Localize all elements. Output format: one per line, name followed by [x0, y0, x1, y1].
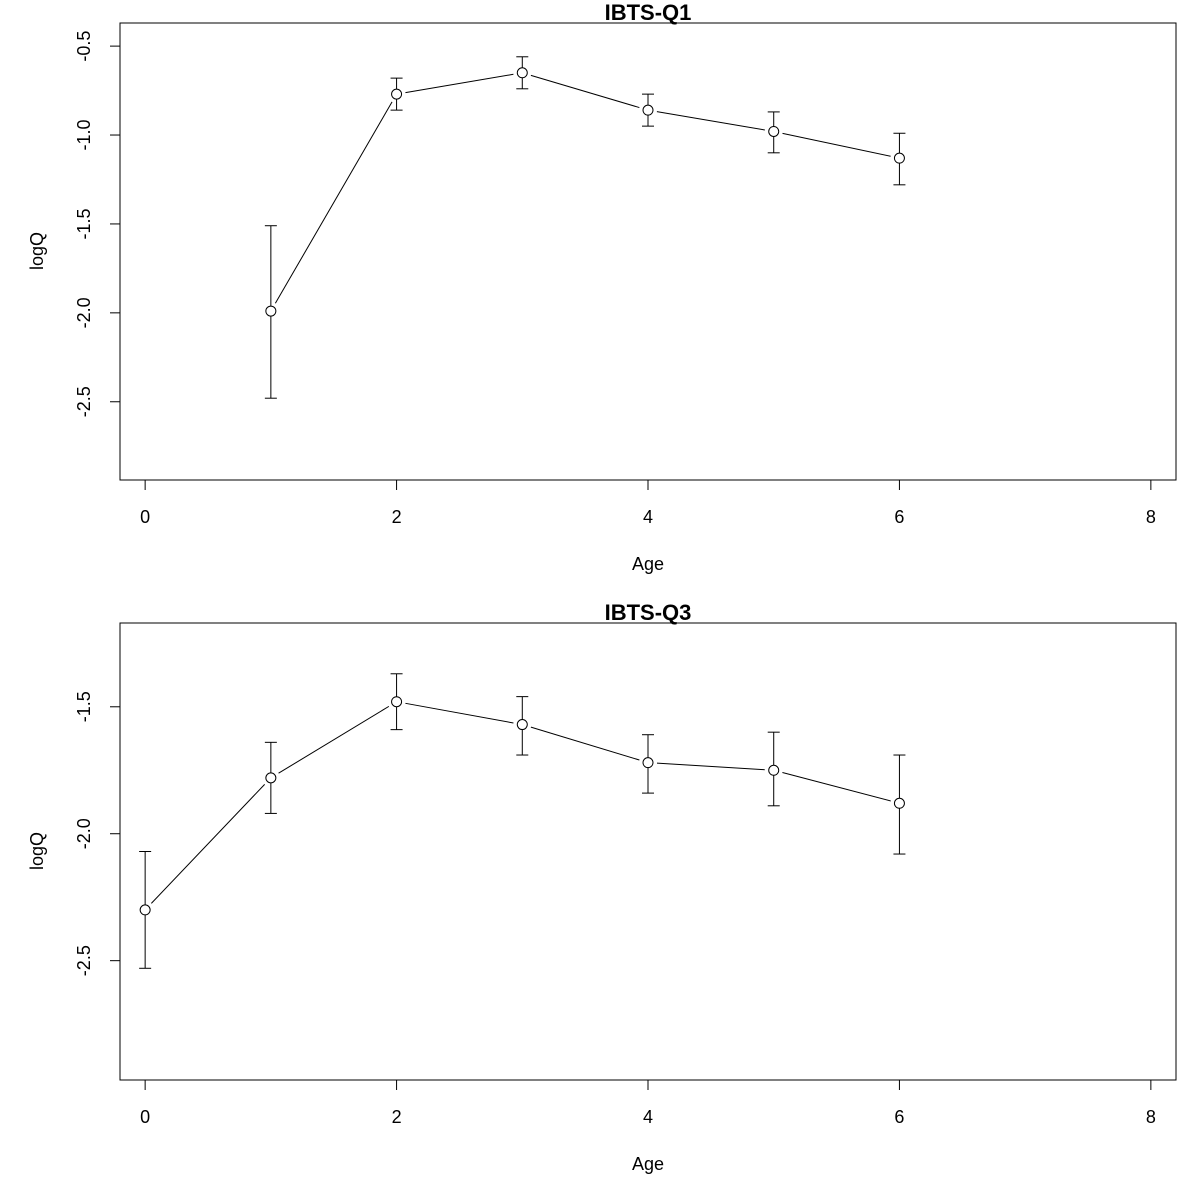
data-point: [391, 696, 403, 708]
data-point: [516, 67, 528, 79]
series-line-segment: [530, 726, 640, 761]
series-line-segment: [530, 74, 640, 109]
series-line-segment: [405, 73, 514, 94]
data-point: [768, 764, 780, 776]
series-line-segment: [782, 772, 891, 802]
data-point: [265, 305, 277, 317]
y-tick-label: -1.0: [74, 120, 94, 151]
data-point: [516, 719, 528, 731]
series-line-segment: [656, 762, 765, 771]
x-tick-label: 0: [140, 1107, 150, 1127]
y-tick-label: -2.5: [74, 386, 94, 417]
data-point: [139, 904, 151, 916]
data-point: [642, 104, 654, 116]
y-tick-label: -1.5: [74, 691, 94, 722]
series-line-segment: [405, 702, 514, 724]
panel-ibts-q3: IBTS-Q3 Age logQ 0 2 4 6 8 -2.5 -2.0 -1.5: [27, 600, 1177, 1174]
y-axis-label: logQ: [27, 232, 47, 270]
series-line-segment: [150, 784, 266, 904]
plot-frame: [119, 622, 1177, 1081]
chart-title: IBTS-Q1: [605, 0, 692, 25]
panel-ibts-q1: IBTS-Q1 Age logQ 0 2 4 6 8 -2.5 -2.0 -1.5 -1.0 -0…: [27, 0, 1177, 574]
x-tick-label: 6: [894, 1107, 904, 1127]
chart-title: IBTS-Q3: [605, 600, 692, 625]
x-tick-label: 2: [392, 1107, 402, 1127]
y-axis-label: logQ: [27, 832, 47, 870]
y-tick-label: -0.5: [74, 31, 94, 62]
x-tick-label: 0: [140, 507, 150, 527]
data-point: [893, 152, 905, 164]
data-point: [642, 757, 654, 769]
x-tick-label: 4: [643, 507, 653, 527]
series-line-segment: [782, 132, 891, 157]
series-line-segment: [278, 705, 390, 774]
x-tick-label: 4: [643, 1107, 653, 1127]
data-point: [391, 88, 403, 100]
series-line-segment: [274, 101, 393, 304]
x-tick-label: 6: [894, 507, 904, 527]
x-axis-label: Age: [632, 554, 664, 574]
x-axis-label: Age: [632, 1154, 664, 1174]
y-tick-label: -1.5: [74, 208, 94, 239]
series-line-segment: [656, 111, 765, 131]
x-tick-label: 8: [1146, 1107, 1156, 1127]
y-tick-label: -2.0: [74, 297, 94, 328]
data-point: [265, 772, 277, 784]
y-tick-label: -2.5: [74, 945, 94, 976]
plot-frame: [119, 22, 1177, 481]
x-tick-label: 8: [1146, 507, 1156, 527]
data-point: [893, 797, 905, 809]
data-point: [768, 125, 780, 137]
y-tick-label: -2.0: [74, 818, 94, 849]
x-tick-label: 2: [392, 507, 402, 527]
